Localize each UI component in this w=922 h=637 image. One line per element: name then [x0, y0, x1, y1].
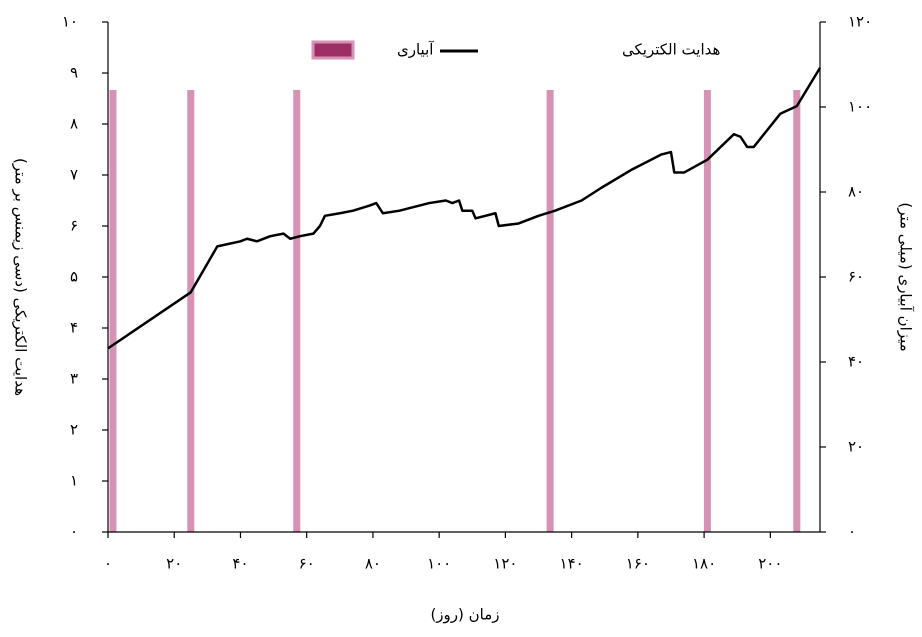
y-tick-label: ۹ — [70, 64, 78, 82]
y2-tick-label: ۴۰ — [848, 353, 864, 371]
y-tick-label: ۲ — [70, 421, 78, 439]
x-tick-label: ۰ — [104, 555, 112, 573]
y-tick-label: ۱ — [70, 472, 78, 490]
x-tick-label: ۱۰۰ — [427, 555, 451, 573]
legend-swatch — [311, 40, 355, 60]
irrigation-bar — [187, 90, 195, 532]
y-tick-label: ۱۰ — [62, 13, 78, 31]
y2-axis-label: میزان آبیاری (میلی متر) — [897, 202, 915, 351]
y-tick-label: ۸ — [70, 115, 78, 133]
legend-label: هدایت الکتریکی — [622, 41, 720, 59]
y2-tick-label: ۶۰ — [848, 268, 864, 286]
y-tick-label: ۵ — [70, 268, 78, 286]
irrigation-bar — [546, 90, 554, 532]
legend-label: آبیاری — [397, 41, 434, 59]
y2-tick-label: ۸۰ — [848, 183, 864, 201]
x-tick-label: ۱۴۰ — [560, 555, 584, 573]
y2-tick-label: ۱۲۰ — [848, 13, 872, 31]
x-tick-label: ۱۲۰ — [493, 555, 517, 573]
x-tick-label: ۶۰ — [299, 555, 315, 573]
y-tick-label: ۴ — [70, 319, 78, 337]
y2-tick-label: ۱۰۰ — [848, 98, 872, 116]
x-tick-label: ۱۸۰ — [692, 555, 716, 573]
ec-line — [107, 67, 822, 350]
y-tick-label: ۳ — [70, 370, 78, 388]
irrigation-bar — [109, 90, 117, 532]
y-tick-label: ۷ — [70, 166, 78, 184]
x-tick-label: ۸۰ — [365, 555, 381, 573]
x-tick-label: ۴۰ — [232, 555, 248, 573]
irrigation-bar — [703, 90, 711, 532]
x-tick-label: ۱۶۰ — [626, 555, 650, 573]
y-axis-label: هدایت الکتریکی (دسی زیمنس بر متر) — [12, 158, 30, 396]
irrigation-bar — [793, 90, 801, 532]
x-tick-label: ۲۰ — [166, 555, 182, 573]
y-tick-label: ۰ — [70, 523, 78, 541]
irrigation-bar — [293, 90, 301, 532]
x-axis-label: زمان (روز) — [430, 606, 499, 624]
y-tick-label: ۶ — [70, 217, 78, 235]
x-tick-label: ۲۰۰ — [758, 555, 782, 573]
y2-tick-label: ۰ — [848, 523, 856, 541]
y2-tick-label: ۲۰ — [848, 438, 864, 456]
